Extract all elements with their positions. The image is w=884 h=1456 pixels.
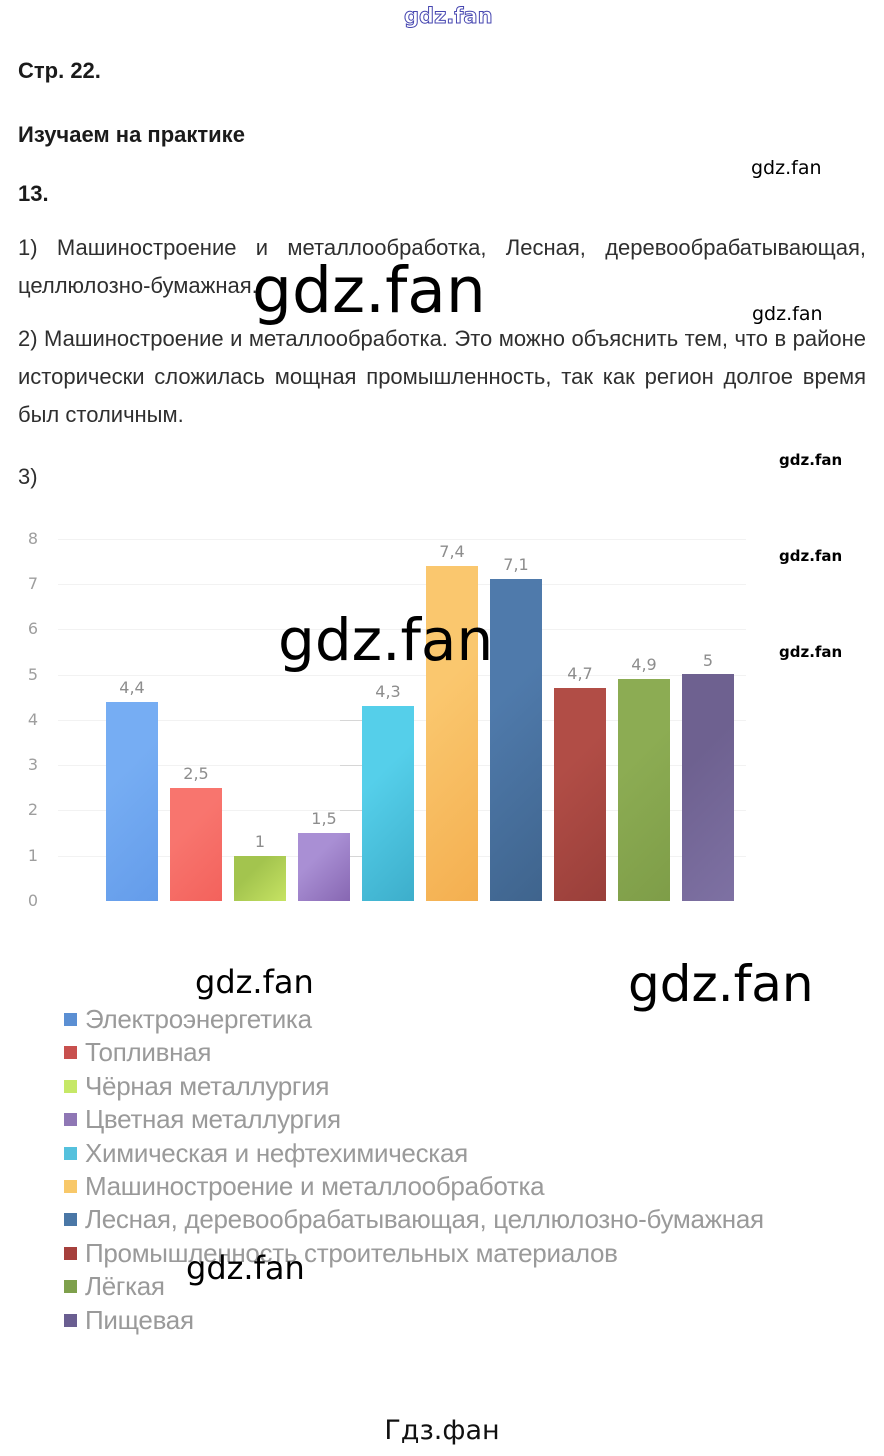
gridline: [58, 539, 746, 540]
page-number-heading: Стр. 22.: [18, 58, 101, 83]
answer-3-label: 3): [18, 464, 38, 489]
y-tick-label: 3: [27, 755, 38, 774]
legend-swatch: [64, 1213, 77, 1226]
legend-label: Лесная, деревообрабатывающая, целлюлозно…: [85, 1204, 764, 1234]
y-tick-label: 4: [27, 710, 38, 729]
bar-value-label: 4,9: [631, 655, 657, 674]
legend-label: Машиностроение и металлообработка: [85, 1171, 545, 1201]
bar: [362, 706, 414, 901]
legend-label: Промышленность строительных материалов: [85, 1238, 618, 1268]
answer-paragraph-2: 2) Машиностроение и металлообработка. Эт…: [18, 320, 866, 434]
bar-value-label: 1: [254, 832, 266, 851]
legend-label: Пищевая: [85, 1305, 194, 1335]
gdzfan-watermark: gdz.fan: [779, 547, 843, 565]
legend-item: Цветная металлургия: [64, 1103, 341, 1136]
legend-swatch: [64, 1046, 77, 1059]
legend-swatch: [64, 1314, 77, 1327]
bar: [490, 579, 542, 901]
y-tick-label: 0: [27, 891, 38, 910]
gdzfan-watermark: gdz.fan: [195, 963, 314, 1001]
paragraph-line: целлюлозно-бумажная.: [18, 273, 258, 298]
gdzfan-watermark: gdz.fan: [779, 451, 843, 469]
bar: [682, 674, 734, 901]
gridline-segment: [340, 720, 365, 721]
industry-bar-chart: 0 1 2 3 4 5 6 7 8 4,4 2,5 1 1,5 4,3 7,4 7,1 4,7 4,9 5: [0, 530, 884, 910]
legend-item: Лесная, деревообрабатывающая, целлюлозно…: [64, 1203, 764, 1236]
answer-paragraph-1: 1) Машиностроение и металлообработка, Ле…: [18, 229, 866, 305]
gdzfan-watermark-large: gdz.fan: [278, 606, 494, 674]
legend-swatch: [64, 1013, 77, 1026]
legend-item: Чёрная металлургия: [64, 1070, 329, 1103]
bar: [170, 788, 222, 901]
legend-item: Топливная: [64, 1036, 211, 1069]
legend-item: Промышленность строительных материалов: [64, 1237, 618, 1270]
legend-item: Пищевая: [64, 1304, 194, 1337]
y-tick-label: 6: [27, 619, 38, 638]
gridline-segment: [340, 856, 365, 857]
paragraph-line: исторически сложилась мощная промышленно…: [18, 364, 866, 389]
legend-label: Химическая и нефтехимическая: [85, 1138, 468, 1168]
bar-value-label: 4,4: [119, 678, 145, 697]
bar-value-label: 7,1: [503, 555, 529, 574]
gridline: [58, 584, 746, 585]
y-tick-label: 5: [27, 665, 38, 684]
legend-swatch: [64, 1147, 77, 1160]
gridline-segment: [340, 765, 365, 766]
bar: [234, 856, 286, 901]
legend-swatch: [64, 1113, 77, 1126]
bar-value-label: 4,7: [567, 664, 593, 683]
gridline-segment: [340, 810, 365, 811]
bar: [426, 566, 478, 901]
y-tick-label: 7: [27, 574, 38, 593]
bar-value-label: 2,5: [183, 764, 209, 783]
legend-label: Электроэнергетика: [85, 1004, 312, 1034]
bar-value-label: 7,4: [439, 542, 465, 561]
footer-site-name: Гдз.фан: [384, 1415, 500, 1446]
y-tick-label: 8: [27, 529, 38, 548]
bar: [106, 702, 158, 901]
legend-label: Цветная металлургия: [85, 1104, 341, 1134]
paragraph-line: 1) Машиностроение и металлообработка, Ле…: [18, 235, 866, 260]
legend-swatch: [64, 1180, 77, 1193]
gdzfan-watermark-large: gdz.fan: [252, 254, 486, 327]
legend-item: Машиностроение и металлообработка: [64, 1170, 545, 1203]
chart-legend: Электроэнергетика Топливная Чёрная металлу…: [64, 1003, 844, 1343]
legend-label: Чёрная металлургия: [85, 1071, 330, 1101]
section-heading: Изучаем на практике: [18, 122, 245, 147]
legend-swatch: [64, 1080, 77, 1093]
legend-swatch: [64, 1280, 77, 1293]
gdzfan-watermark: gdz.fan: [751, 157, 822, 179]
gdzfan-watermark-large: gdz.fan: [628, 955, 814, 1013]
legend-swatch: [64, 1247, 77, 1260]
legend-item: Лёгкая: [64, 1270, 165, 1303]
gdzfan-watermark: gdz.fan: [186, 1249, 305, 1287]
gdzfan-watermark: gdz.fan: [779, 643, 843, 661]
bar-value-label: 1,5: [311, 809, 337, 828]
legend-label: Лёгкая: [85, 1271, 165, 1301]
paragraph-line: был столичным.: [18, 402, 184, 427]
y-tick-label: 1: [27, 846, 38, 865]
legend-item: Химическая и нефтехимическая: [64, 1137, 468, 1170]
legend-label: Топливная: [85, 1037, 212, 1067]
gridline: [58, 675, 746, 676]
task-number-heading: 13.: [18, 181, 49, 206]
y-tick-label: 2: [27, 800, 38, 819]
bar: [298, 833, 350, 901]
bar: [618, 679, 670, 901]
legend-item: Электроэнергетика: [64, 1003, 312, 1036]
bar-value-label: 4,3: [375, 682, 401, 701]
bar-value-label: 5: [702, 651, 714, 670]
bar: [554, 688, 606, 901]
gridline: [58, 629, 746, 630]
paragraph-line: 2) Машиностроение и металлообработка. Эт…: [18, 326, 866, 351]
gdzfan-watermark-top: gdz.fan: [404, 4, 494, 28]
gdzfan-watermark: gdz.fan: [752, 303, 823, 325]
